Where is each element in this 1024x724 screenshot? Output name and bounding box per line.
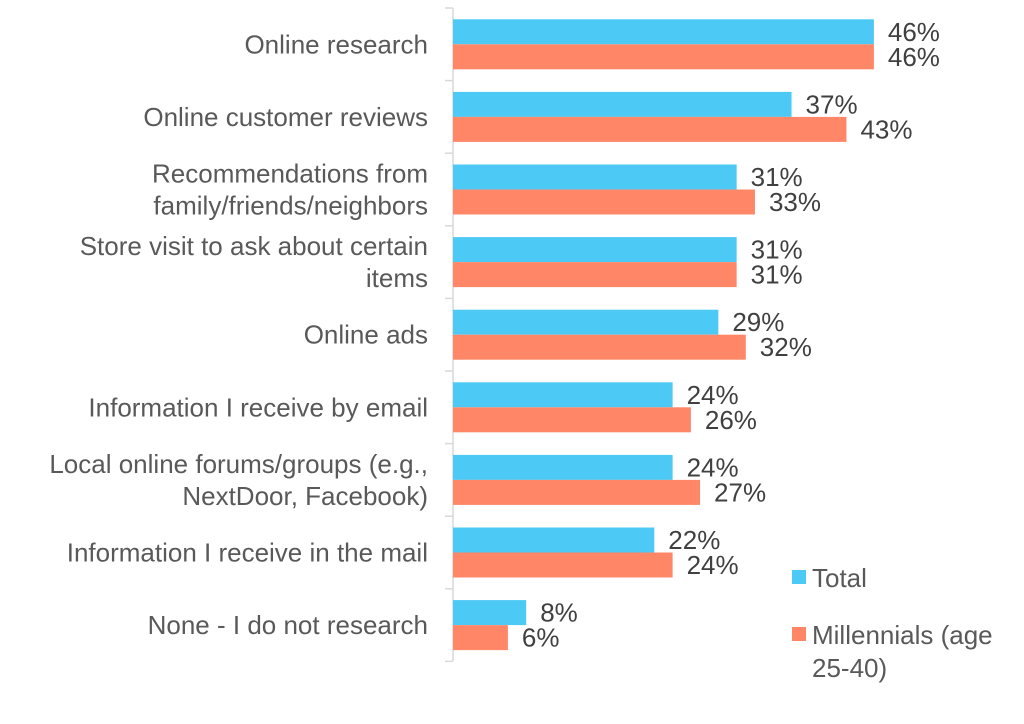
category-label: Recommendations from xyxy=(152,159,428,189)
data-label: 31% xyxy=(751,235,803,265)
category-label: NextDoor, Facebook) xyxy=(182,481,428,511)
data-label: 46% xyxy=(888,42,940,72)
bar-millennials xyxy=(453,625,508,651)
data-label: 24% xyxy=(687,380,739,410)
bar-total xyxy=(453,309,719,335)
bar-millennials xyxy=(453,189,755,215)
category-label: None - I do not research xyxy=(148,610,428,640)
data-label: 37% xyxy=(806,89,858,119)
category-label: Online research xyxy=(244,29,428,59)
category-label: family/friends/neighbors xyxy=(153,191,428,221)
bar-millennials xyxy=(453,262,737,288)
legend-label: Millennials (age xyxy=(812,620,993,650)
bar-total xyxy=(453,91,792,117)
category-label: Online customer reviews xyxy=(143,102,428,132)
category-label: items xyxy=(366,263,428,293)
category-label: Information I receive by email xyxy=(88,392,428,422)
data-label: 29% xyxy=(732,307,784,337)
data-label: 22% xyxy=(668,525,720,555)
data-label: 27% xyxy=(714,477,766,507)
data-label: 24% xyxy=(687,550,739,580)
data-label: 6% xyxy=(522,623,560,653)
bar-millennials xyxy=(453,334,746,360)
bar-millennials xyxy=(453,116,847,142)
bar-total xyxy=(453,164,737,190)
legend-swatch-millennials xyxy=(792,627,806,641)
bar-total xyxy=(453,19,874,45)
legend-label: Total xyxy=(812,563,867,593)
bar-millennials xyxy=(453,44,874,70)
data-label: 43% xyxy=(860,114,912,144)
data-label: 33% xyxy=(769,187,821,217)
category-label: Online ads xyxy=(304,320,428,350)
bars-layer xyxy=(453,19,874,651)
category-label: Local online forums/groups (e.g., xyxy=(49,449,428,479)
legend-label: 25-40) xyxy=(812,653,887,683)
bar-total xyxy=(453,382,673,408)
labels-layer: Online research 46%46% Online customer rev… xyxy=(49,17,940,653)
category-label: Information I receive in the mail xyxy=(67,538,428,568)
data-label: 32% xyxy=(760,332,812,362)
bar-total xyxy=(453,600,527,626)
data-label: 26% xyxy=(705,405,757,435)
bar-total xyxy=(453,527,655,553)
data-label: 31% xyxy=(751,162,803,192)
bar-total xyxy=(453,237,737,263)
axis-layer xyxy=(445,7,454,663)
bar-millennials xyxy=(453,552,673,578)
category-label: Store visit to ask about certain xyxy=(80,231,428,261)
data-label: 24% xyxy=(687,452,739,482)
bar-total xyxy=(453,454,673,480)
data-label: 31% xyxy=(751,260,803,290)
data-label: 8% xyxy=(540,598,578,628)
bar-millennials xyxy=(453,407,691,433)
legend-swatch-total xyxy=(792,570,806,584)
bar-millennials xyxy=(453,479,701,505)
data-label: 46% xyxy=(888,17,940,47)
